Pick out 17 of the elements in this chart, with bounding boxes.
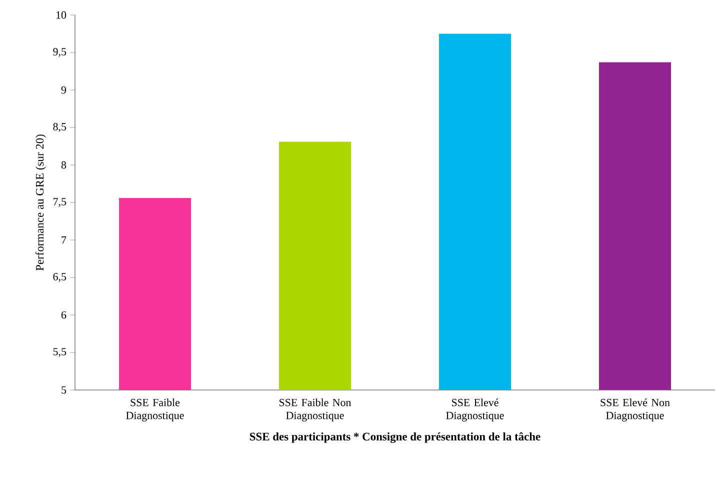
- y-tick-label: 9: [61, 86, 66, 94]
- x-tick-label: SSE Elevé Diagnostique: [446, 398, 504, 422]
- y-tick-label: 7,5: [54, 198, 66, 207]
- x-axis-title: SSE des participants * Consigne de présentation de la tâche: [250, 432, 540, 443]
- x-tick-label: SSE Faible Diagnostique: [126, 398, 184, 422]
- y-tick-label: 5,5: [53, 348, 66, 357]
- y-tick-label: 6: [61, 311, 66, 319]
- x-tick-label: SSE Faible Non Diagnostique: [280, 398, 352, 422]
- y-tick-label: 6,5: [53, 273, 66, 282]
- y-tick-label: 8,5: [53, 123, 66, 132]
- y-tick-label: 5: [62, 386, 66, 394]
- y-tick-label: 7: [62, 236, 66, 244]
- y-axis-title: Performance au GRE (sur 20): [35, 134, 46, 271]
- y-tick-label: 8: [61, 161, 66, 169]
- y-tick-label: 9,5: [53, 48, 66, 57]
- x-tick-label: SSE Elevé Non Diagnostique: [600, 398, 670, 422]
- y-tick-label: 10: [56, 11, 66, 19]
